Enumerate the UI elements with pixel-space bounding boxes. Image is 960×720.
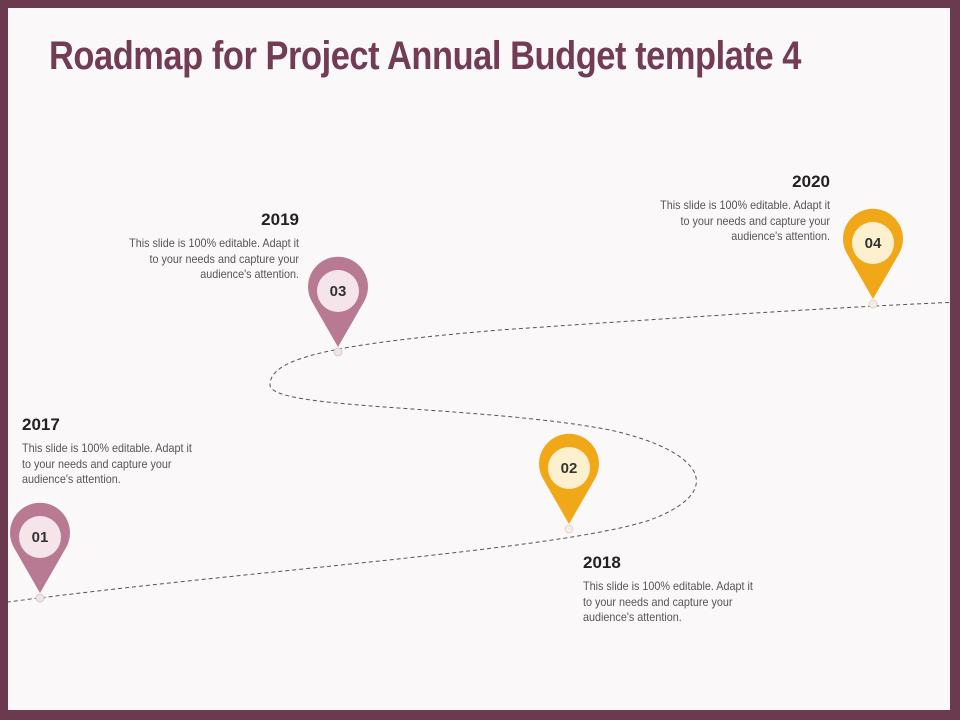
milestone-description: This slide is 100% editable. Adapt it to… (129, 236, 299, 281)
milestone-year: 2018 (583, 553, 621, 572)
milestone-2020: 2020 This slide is 100% editable. Adapt … (630, 172, 830, 245)
pin-01-number: 01 (32, 529, 49, 546)
pin-03: 03 (308, 256, 368, 357)
milestone-description: This slide is 100% editable. Adapt it to… (22, 441, 192, 486)
milestone-description: This slide is 100% editable. Adapt it to… (583, 579, 753, 624)
milestone-2017: 2017 This slide is 100% editable. Adapt … (22, 415, 222, 488)
pin-01-inner (19, 516, 61, 558)
roadmap-path (8, 301, 950, 603)
pin-03-anchor (333, 347, 343, 357)
pin-02-anchor (564, 524, 574, 534)
pin-02-inner (548, 447, 590, 489)
milestone-2018: 2018 This slide is 100% editable. Adapt … (583, 553, 783, 626)
pin-03-inner (317, 270, 359, 312)
milestone-description: This slide is 100% editable. Adapt it to… (660, 198, 830, 243)
pin-04-number: 04 (865, 235, 882, 252)
pin-01-anchor (35, 593, 45, 603)
milestone-year: 2017 (22, 415, 60, 434)
pin-01: 01 (9, 502, 71, 603)
pin-02-number: 02 (561, 460, 578, 477)
roadmap-diagram: 01 02 03 04 (8, 208, 950, 603)
slide: Roadmap for Project Annual Budget templa… (8, 8, 950, 710)
pin-04: 04 (843, 208, 904, 309)
pin-02: 02 (539, 433, 599, 534)
milestone-2019: 2019 This slide is 100% editable. Adapt … (99, 210, 299, 283)
pin-04-inner (852, 222, 894, 264)
slide-title: Roadmap for Project Annual Budget templa… (49, 34, 801, 78)
milestone-year: 2020 (792, 172, 830, 191)
pin-04-anchor (868, 299, 878, 309)
pin-03-number: 03 (330, 283, 347, 300)
milestone-year: 2019 (261, 210, 299, 229)
